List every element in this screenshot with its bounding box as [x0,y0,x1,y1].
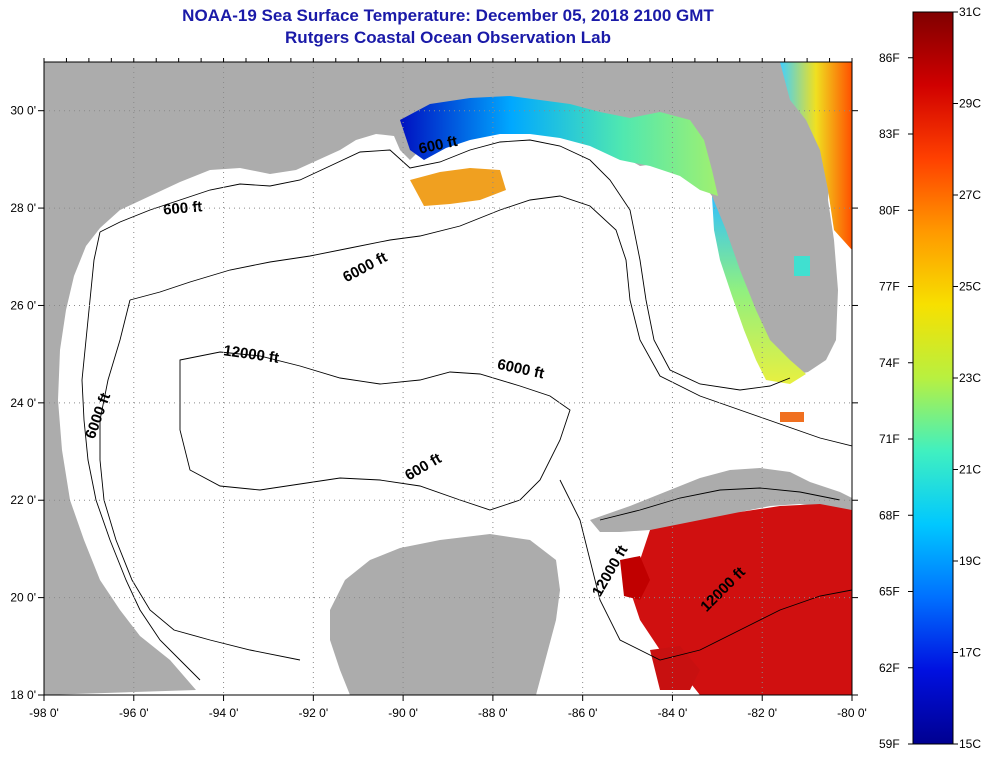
sst-atlantic [780,62,852,250]
map-subtitle: Rutgers Coastal Ocean Observation Lab [285,28,611,47]
contour-cuba-shelf [599,487,841,521]
sst-northern-gulf [400,96,718,196]
sst-caribbean-patch [620,556,650,600]
fahrenheit-tick-label: 77F [879,280,900,294]
contour-600ft [99,139,791,391]
temperature-colorbar [912,11,954,745]
lon-tick-label: -98 0' [29,706,59,720]
sst-keys-patch [780,412,804,422]
contour-600ft-west [81,231,201,681]
lon-tick-label: -94 0' [209,706,239,720]
celsius-tick-label: 23C [959,371,981,385]
sst-yucatan-patch [650,646,700,690]
contour-6000ft [129,195,852,447]
north-america-land [44,62,852,695]
map-title: NOAA-19 Sea Surface Temperature: Decembe… [182,6,714,25]
gridlines [44,62,852,695]
lat-tick-label: 22 0' [10,493,36,507]
lat-tick-label: 24 0' [10,396,36,410]
cuba-land [590,468,852,532]
contour-east-12000ft [559,479,852,661]
fahrenheit-tick-label: 68F [879,508,900,522]
celsius-tick-label: 29C [959,97,981,111]
contour-label: 600 ft [163,198,204,218]
lat-tick-label: 20 0' [10,591,36,605]
celsius-tick-label: 15C [959,737,981,751]
fahrenheit-tick-label: 83F [879,127,900,141]
lon-tick-label: -80 0' [837,706,867,720]
fahrenheit-tick-label: 80F [879,203,900,217]
lat-tick-label: 28 0' [10,201,36,215]
sst-data [400,62,852,695]
fahrenheit-tick-label: 71F [879,432,900,446]
lon-tick-label: -82 0' [747,706,777,720]
celsius-tick-label: 21C [959,463,981,477]
lon-tick-label: -84 0' [658,706,688,720]
land-masses [44,62,852,695]
axis-ticks: -98 0' -96 0' -94 0' -92 0' -90 0' -88 0' -86 … [10,58,867,720]
sst-caribbean [630,504,852,695]
sst-lake-patch [794,256,810,276]
celsius-tick-label: 25C [959,280,981,294]
celsius-tick-label: 19C [959,554,981,568]
lat-tick-label: 30 0' [10,104,36,118]
fahrenheit-tick-label: 74F [879,356,900,370]
colorbar-ticks: 31C 29C 27C 25C 23C 21C 19C 17C 15C 86F 83F 80F 77F 7… [879,5,981,751]
celsius-tick-label: 27C [959,188,981,202]
sst-louisiana-warm [410,168,506,206]
lon-tick-label: -88 0' [478,706,508,720]
lat-tick-label: 18 0' [10,688,36,702]
lon-tick-label: -90 0' [388,706,418,720]
sst-west-florida [712,196,806,384]
fahrenheit-tick-label: 62F [879,661,900,675]
lat-tick-label: 26 0' [10,298,36,312]
fahrenheit-tick-label: 65F [879,585,900,599]
lon-tick-label: -86 0' [568,706,598,720]
yucatan-land [330,534,560,695]
bathymetry-contours [81,139,852,681]
celsius-tick-label: 17C [959,646,981,660]
lon-tick-label: -96 0' [119,706,149,720]
contour-12000ft [179,351,571,511]
lon-tick-label: -92 0' [299,706,329,720]
celsius-tick-label: 31C [959,5,981,19]
fahrenheit-tick-label: 86F [879,51,900,65]
fahrenheit-tick-label: 59F [879,737,900,751]
contour-6000ft-west [99,299,301,661]
